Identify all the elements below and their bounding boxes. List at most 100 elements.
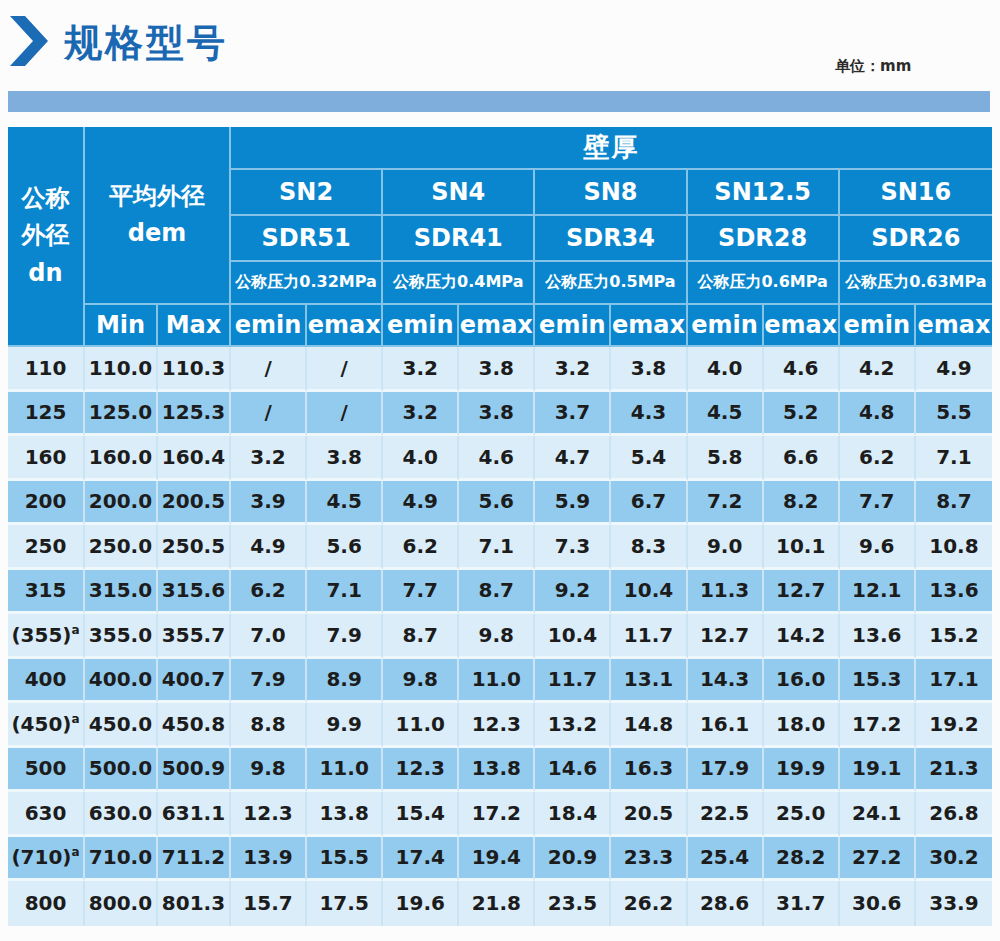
- value-cell: 14.8: [611, 703, 687, 748]
- col-header-sdr28: SDR28: [688, 216, 840, 262]
- value-cell: 5.9: [535, 481, 611, 526]
- value-cell: 3.7: [535, 392, 611, 437]
- value-cell: 5.6: [307, 525, 383, 570]
- value-cell: /: [231, 392, 307, 437]
- value-cell: 21.8: [459, 881, 535, 926]
- value-cell: 3.8: [611, 347, 687, 392]
- value-cell: 28.2: [764, 837, 840, 882]
- table-row: (355)a355.0355.77.07.98.79.810.411.712.7…: [8, 614, 992, 659]
- table-row: 630630.0631.112.313.815.417.218.420.522.…: [8, 792, 992, 837]
- dn-cell: (355)a: [8, 614, 85, 659]
- col-header-pressure-sn2: 公称压力0.32MPa: [231, 262, 383, 305]
- value-cell: 22.5: [688, 792, 764, 837]
- value-cell: 26.2: [611, 881, 687, 926]
- value-cell: 3.8: [307, 436, 383, 481]
- col-header-emax: emax: [916, 305, 992, 347]
- max-cell: 355.7: [158, 614, 231, 659]
- dn-cell: 500: [8, 748, 85, 793]
- value-cell: 31.7: [764, 881, 840, 926]
- dn-cell: 630: [8, 792, 85, 837]
- value-cell: 11.0: [307, 748, 383, 793]
- page-title: 规格型号: [64, 18, 228, 69]
- value-cell: 12.3: [459, 703, 535, 748]
- col-header-sn12-5: SN12.5: [688, 170, 840, 216]
- col-header-pressure-sn8: 公称压力0.5MPa: [535, 262, 687, 305]
- col-header-emin: emin: [840, 305, 916, 347]
- value-cell: 17.4: [383, 837, 459, 882]
- col-header-min: Min: [85, 305, 158, 347]
- value-cell: 4.3: [611, 392, 687, 437]
- value-cell: 12.7: [688, 614, 764, 659]
- value-cell: 16.3: [611, 748, 687, 793]
- value-cell: 23.3: [611, 837, 687, 882]
- min-cell: 250.0: [85, 525, 158, 570]
- dn-cell: 200: [8, 481, 85, 526]
- value-cell: 4.9: [383, 481, 459, 526]
- value-cell: 16.0: [764, 659, 840, 704]
- value-cell: /: [307, 347, 383, 392]
- col-header-emax: emax: [459, 305, 535, 347]
- value-cell: 13.8: [459, 748, 535, 793]
- value-cell: 4.0: [688, 347, 764, 392]
- col-header-emax: emax: [307, 305, 383, 347]
- value-cell: 13.2: [535, 703, 611, 748]
- spec-table-header: 公称 外径 dn 平均外径 dem 壁厚 SN2 SN4 SN8 SN12.5 …: [8, 127, 992, 347]
- value-cell: 7.3: [535, 525, 611, 570]
- dn-cell: 250: [8, 525, 85, 570]
- spec-table-body: 110110.0110.3//3.23.83.23.84.04.64.24.91…: [8, 347, 992, 926]
- value-cell: 5.4: [611, 436, 687, 481]
- col-header-pressure-sn4: 公称压力0.4MPa: [383, 262, 535, 305]
- value-cell: 6.6: [764, 436, 840, 481]
- value-cell: 3.8: [459, 392, 535, 437]
- value-cell: 7.1: [459, 525, 535, 570]
- value-cell: 8.3: [611, 525, 687, 570]
- value-cell: 3.2: [535, 347, 611, 392]
- value-cell: 27.2: [840, 837, 916, 882]
- max-cell: 711.2: [158, 837, 231, 882]
- value-cell: 8.7: [383, 614, 459, 659]
- col-header-pressure-sn12-5: 公称压力0.6MPa: [688, 262, 840, 305]
- col-header-sdr34: SDR34: [535, 216, 687, 262]
- min-cell: 200.0: [85, 481, 158, 526]
- dn-cell: 125: [8, 392, 85, 437]
- col-header-sn8: SN8: [535, 170, 687, 216]
- value-cell: 25.4: [688, 837, 764, 882]
- value-cell: 19.2: [916, 703, 992, 748]
- value-cell: 7.0: [231, 614, 307, 659]
- value-cell: 4.9: [231, 525, 307, 570]
- col-header-emin: emin: [688, 305, 764, 347]
- value-cell: 3.9: [231, 481, 307, 526]
- value-cell: /: [307, 392, 383, 437]
- col-header-max: Max: [158, 305, 231, 347]
- value-cell: 6.2: [383, 525, 459, 570]
- value-cell: 28.6: [688, 881, 764, 926]
- min-cell: 800.0: [85, 881, 158, 926]
- chevron-right-icon: [10, 16, 48, 66]
- col-header-emin: emin: [535, 305, 611, 347]
- value-cell: 10.4: [611, 570, 687, 615]
- min-cell: 315.0: [85, 570, 158, 615]
- value-cell: 11.0: [383, 703, 459, 748]
- unit-label: 单位：mm: [835, 57, 911, 76]
- table-row: 200200.0200.53.94.54.95.65.96.77.28.27.7…: [8, 481, 992, 526]
- dn-cell: 160: [8, 436, 85, 481]
- value-cell: 4.2: [840, 347, 916, 392]
- value-cell: 3.2: [231, 436, 307, 481]
- value-cell: 25.0: [764, 792, 840, 837]
- value-cell: 17.9: [688, 748, 764, 793]
- max-cell: 315.6: [158, 570, 231, 615]
- value-cell: 10.8: [916, 525, 992, 570]
- min-cell: 500.0: [85, 748, 158, 793]
- header-row-subheaders: Min Max emin emax emin emax emin emax em…: [8, 305, 992, 347]
- value-cell: 33.9: [916, 881, 992, 926]
- value-cell: 7.7: [840, 481, 916, 526]
- value-cell: 5.5: [916, 392, 992, 437]
- value-cell: 10.1: [764, 525, 840, 570]
- value-cell: 8.7: [459, 570, 535, 615]
- max-cell: 400.7: [158, 659, 231, 704]
- value-cell: 13.6: [916, 570, 992, 615]
- col-header-wall-thickness: 壁厚: [231, 127, 992, 170]
- min-cell: 710.0: [85, 837, 158, 882]
- value-cell: 12.3: [231, 792, 307, 837]
- value-cell: 6.7: [611, 481, 687, 526]
